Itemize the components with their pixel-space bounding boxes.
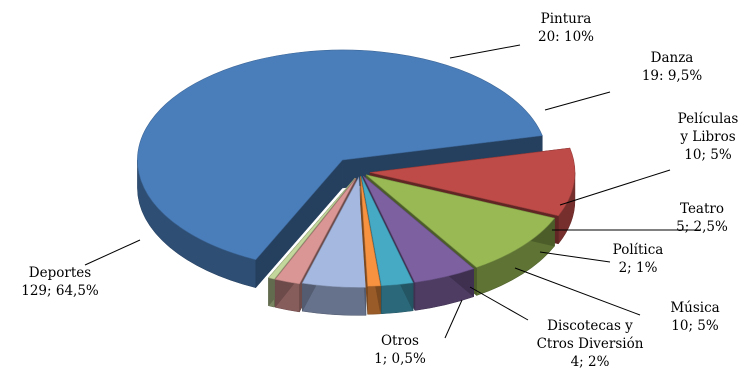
slice-top [137,49,543,261]
slice-top [267,177,356,280]
slice-top [362,175,475,283]
label-discotecas-y-ctros-diversión: Discotecas y Ctros Diversión 4; 2% [537,318,644,370]
leader-danza [544,91,611,111]
slice-política [360,176,381,315]
label-deportes: Deportes 129; 64,5% [21,265,99,299]
slice-top [365,174,556,268]
slice-top [361,176,414,287]
leader-música [514,267,641,316]
label-música: Música 10; 5% [670,300,719,334]
leader-deportes [84,239,141,266]
pie-slices [137,49,576,316]
leader-política [539,251,611,263]
leader-discotecas-y-ctros-diversión [469,286,529,321]
label-teatro: Teatro 5; 2,5% [676,201,728,235]
slice-labels: Deportes 129; 64,5% Pintura 20: 10% Danza 19:… [21,11,738,370]
label-películas-y-libros: Películas y Libros 10; 5% [678,111,739,163]
label-política: Política 2; 1% [613,242,664,276]
slice-top [274,178,357,285]
leader-otros [444,299,463,339]
label-otros: Otros 1; 0,5% [374,333,426,367]
slice-música [301,176,367,316]
leader-pintura [449,44,521,59]
leader-películas-y-libros [559,169,671,206]
leader-lines [84,44,700,339]
slice-top [369,147,576,217]
label-danza: Danza 19: 9,5% [642,50,702,84]
slice-top [360,176,381,287]
label-pintura: Pintura 20: 10% [538,11,594,45]
